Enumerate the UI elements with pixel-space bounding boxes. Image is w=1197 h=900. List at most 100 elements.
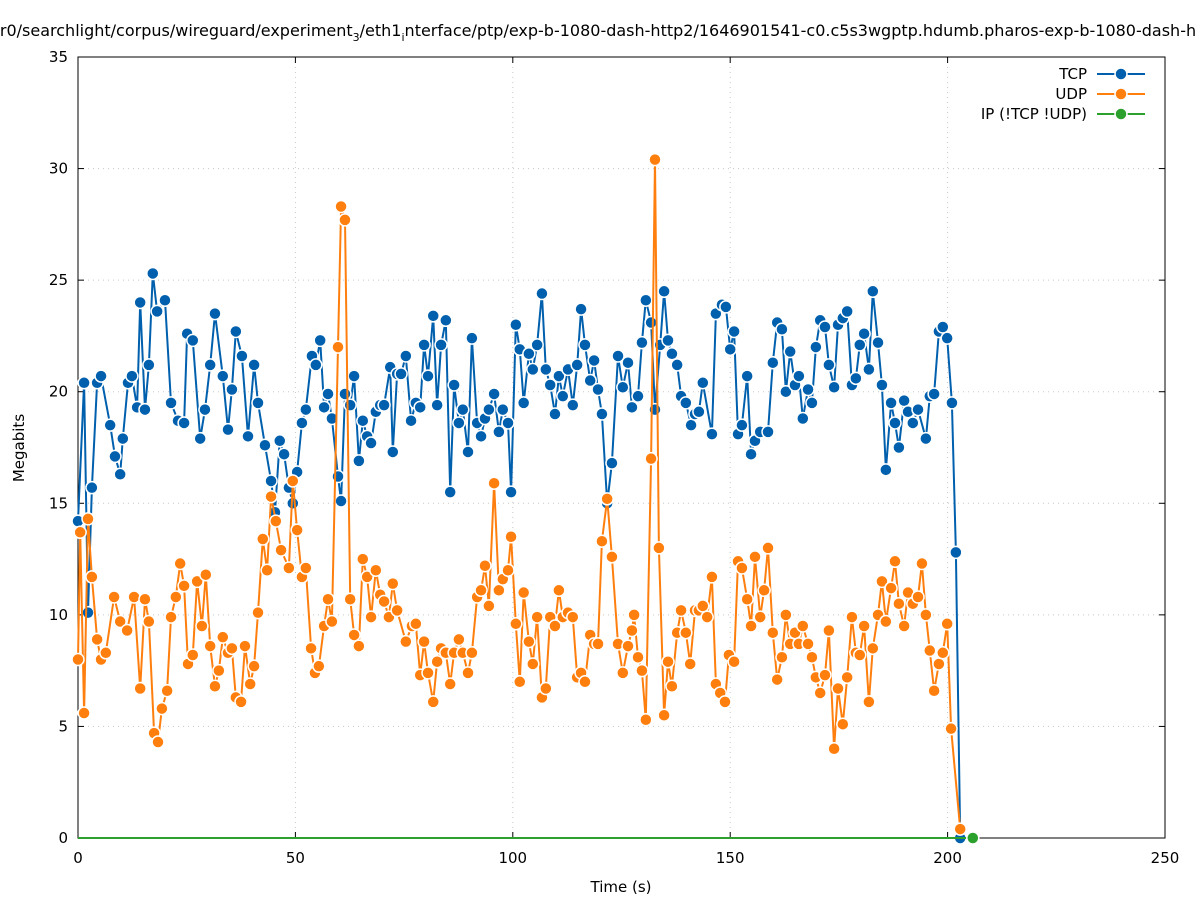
data-point — [625, 623, 639, 638]
y-tick-label: 0 — [58, 829, 68, 847]
data-point — [775, 650, 789, 665]
data-point — [325, 411, 339, 426]
data-point — [312, 659, 326, 673]
data-point — [138, 402, 152, 417]
data-point — [193, 431, 207, 446]
data-point — [331, 340, 345, 354]
data-point — [417, 634, 431, 649]
data-point — [740, 369, 754, 383]
data-point — [915, 556, 929, 571]
data-point — [108, 449, 122, 464]
data-point — [879, 463, 893, 477]
data-point — [73, 525, 87, 540]
data-point — [822, 623, 836, 638]
data-point — [535, 286, 549, 301]
data-point — [566, 398, 580, 412]
data-point — [705, 427, 719, 441]
data-point — [635, 663, 649, 678]
data-point — [173, 556, 187, 571]
data-point — [625, 400, 639, 415]
data-point — [530, 610, 544, 624]
data-point — [313, 333, 327, 348]
data-point — [356, 552, 370, 566]
data-point — [138, 592, 152, 606]
legend-label: UDP — [1055, 85, 1087, 103]
data-point — [892, 440, 906, 455]
series-line — [77, 272, 962, 839]
data-point — [394, 367, 408, 381]
data-point — [133, 295, 147, 310]
data-point — [81, 512, 95, 526]
data-point — [113, 614, 127, 629]
data-point — [247, 659, 261, 673]
data-point — [478, 559, 492, 573]
data-point — [530, 338, 544, 352]
data-point — [827, 741, 841, 756]
data-point — [723, 342, 737, 357]
data-point — [526, 657, 540, 671]
data-point — [684, 418, 698, 432]
data-point — [386, 445, 400, 459]
data-point — [229, 324, 243, 339]
data-point — [566, 610, 580, 624]
data-point — [295, 416, 309, 430]
data-point — [264, 474, 278, 488]
data-point — [439, 313, 453, 328]
data-point — [452, 632, 466, 647]
data-point — [840, 670, 854, 685]
data-point — [616, 380, 630, 395]
data-point — [164, 396, 178, 410]
data-point — [595, 534, 609, 548]
data-point — [487, 387, 501, 401]
data-point — [818, 668, 832, 682]
data-point — [683, 657, 697, 671]
data-point — [616, 666, 630, 680]
axes: 0 5 10 15 20 25 30 35 0 50 100 150 200 250 — [49, 48, 1179, 867]
data-point — [338, 387, 352, 401]
data-point — [792, 369, 806, 383]
data-point — [352, 639, 366, 653]
data-point — [190, 574, 204, 589]
data-point — [482, 402, 496, 417]
data-point — [150, 304, 164, 319]
data-point — [325, 614, 339, 629]
data-point — [426, 695, 440, 709]
data-point — [718, 695, 732, 709]
data-point — [770, 672, 784, 687]
grid — [78, 56, 1165, 838]
data-point — [879, 614, 893, 629]
data-point — [447, 378, 461, 392]
data-point — [377, 398, 391, 412]
data-point — [670, 358, 684, 372]
data-point — [801, 637, 815, 651]
data-point — [548, 619, 562, 633]
data-point — [700, 610, 714, 624]
data-point — [911, 590, 925, 604]
y-tick-label: 5 — [58, 717, 68, 735]
data-point — [277, 447, 291, 461]
data-point — [304, 641, 318, 656]
data-point — [142, 358, 156, 372]
data-point — [413, 400, 427, 415]
data-point — [258, 438, 272, 453]
plot-border — [77, 56, 1166, 839]
data-point — [260, 563, 274, 577]
data-point — [919, 608, 933, 622]
data-point — [783, 344, 797, 359]
data-point — [744, 619, 758, 633]
data-point — [509, 318, 523, 332]
data-point — [225, 382, 239, 397]
data-point — [897, 619, 911, 633]
data-point — [805, 650, 819, 665]
data-point — [587, 353, 601, 368]
data-point — [871, 335, 885, 350]
chart-title: r0/searchlight/corpus/wireguard/experime… — [0, 21, 1196, 44]
data-point — [740, 592, 754, 606]
data-point — [127, 590, 141, 604]
legend-label: IP (!TCP !UDP) — [981, 105, 1087, 123]
legend-label: TCP — [1058, 65, 1087, 83]
data-point — [501, 563, 515, 577]
data-point — [644, 315, 658, 330]
data-point — [631, 650, 645, 665]
data-point — [487, 476, 501, 490]
